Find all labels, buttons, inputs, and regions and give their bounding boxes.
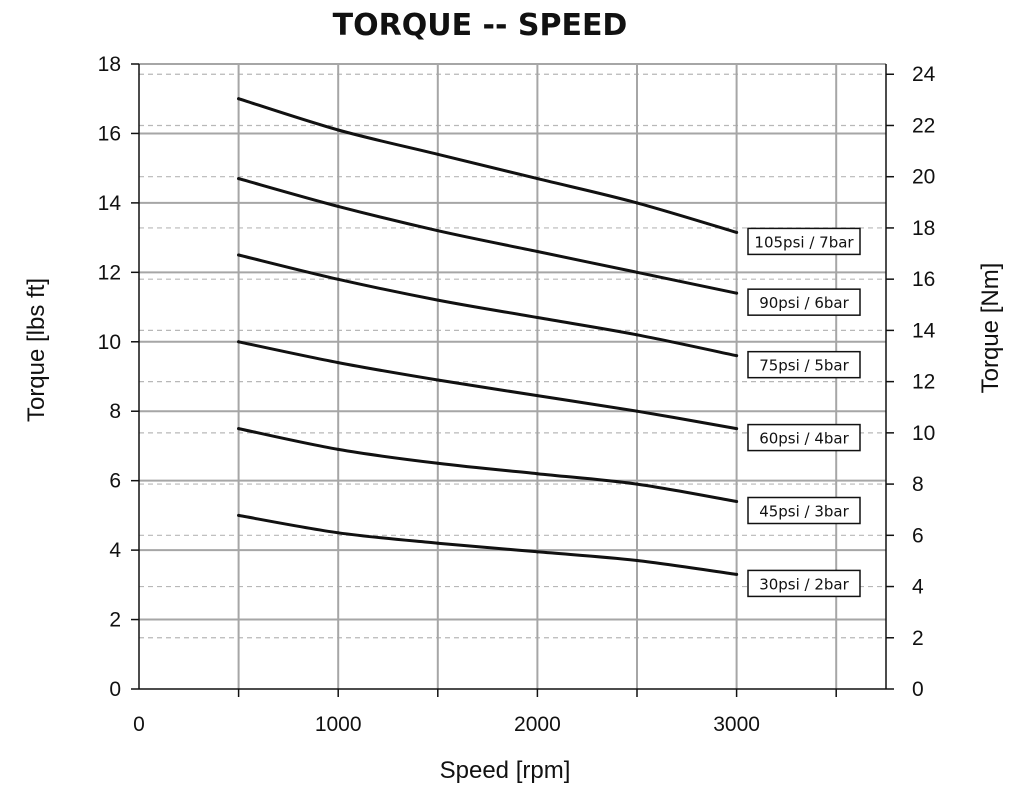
data-point <box>735 230 739 234</box>
series-line <box>237 97 739 234</box>
data-point <box>436 152 440 156</box>
y2-tick-label: 12 <box>912 371 935 394</box>
y-axis-label-right: Torque [Nm] <box>977 263 1004 394</box>
data-point <box>336 128 340 132</box>
series-label: 75psi / 5bar <box>759 357 849 375</box>
series-label: 90psi / 6bar <box>759 294 849 312</box>
y2-tick-label: 4 <box>912 576 924 599</box>
data-point <box>336 531 340 535</box>
data-point <box>336 277 340 281</box>
data-point <box>635 270 639 274</box>
data-point <box>535 250 539 253</box>
series-label-box <box>747 288 861 316</box>
x-axis-label: Speed [rpm] <box>440 757 571 784</box>
y2-tick-label: 10 <box>912 422 935 445</box>
x-tick-label: 2000 <box>514 713 561 736</box>
data-point <box>635 333 639 337</box>
y2-tick-label: 8 <box>912 473 924 496</box>
y-tick-label: 2 <box>109 609 121 632</box>
series-label-box <box>747 350 861 379</box>
data-point <box>535 177 539 181</box>
y-tick-label: 18 <box>98 53 121 76</box>
y2-tick-label: 14 <box>912 319 936 342</box>
series-label-box <box>747 496 861 525</box>
y-tick-label: 14 <box>98 192 122 215</box>
series-label-box <box>747 227 861 256</box>
y2-tick-label: 2 <box>912 627 924 650</box>
series-label-box <box>747 423 861 452</box>
data-point <box>735 291 739 295</box>
x-tick-label: 0 <box>133 713 145 736</box>
series-label-box <box>747 569 861 598</box>
chart-title: TORQUE -- SPEED <box>333 8 628 43</box>
series-label: 45psi / 3bar <box>759 503 849 521</box>
y2-tick-label: 20 <box>912 166 935 189</box>
data-point <box>535 550 539 554</box>
data-point <box>436 541 440 545</box>
data-point <box>336 204 340 208</box>
series-line <box>237 513 739 576</box>
y-tick-label: 6 <box>109 470 121 493</box>
data-point <box>336 447 340 451</box>
data-point <box>336 361 340 365</box>
y-tick-label: 12 <box>98 261 121 284</box>
data-point <box>535 472 539 476</box>
series-line <box>237 340 739 431</box>
data-point <box>436 298 440 302</box>
y-tick-label: 16 <box>98 122 121 145</box>
data-point <box>735 354 739 358</box>
y2-tick-label: 16 <box>912 268 935 291</box>
data-point <box>535 315 539 319</box>
y-tick-label: 8 <box>109 400 121 423</box>
x-tick-label: 1000 <box>315 713 362 736</box>
data-point <box>237 253 241 257</box>
y-tick-label: 10 <box>98 331 121 354</box>
y2-tick-label: 18 <box>912 217 935 240</box>
data-point <box>237 427 241 431</box>
data-point <box>635 482 639 486</box>
data-point <box>735 572 739 576</box>
data-point <box>436 229 440 233</box>
series-line <box>237 177 739 295</box>
series-label: 30psi / 2bar <box>759 575 849 593</box>
data-point <box>735 427 739 431</box>
data-point <box>635 201 639 205</box>
data-point <box>635 409 639 413</box>
y2-tick-label: 22 <box>912 114 935 137</box>
series-label: 105psi / 7bar <box>754 233 854 251</box>
y-tick-label: 4 <box>109 539 121 562</box>
y2-tick-label: 24 <box>912 63 936 86</box>
data-point <box>436 378 440 382</box>
x-tick-label: 3000 <box>713 713 760 736</box>
data-point <box>237 97 241 101</box>
data-point <box>535 394 539 398</box>
y2-tick-label: 6 <box>912 524 924 547</box>
data-point <box>237 177 241 181</box>
y-axis-label-left: Torque [lbs ft] <box>23 278 50 422</box>
data-point <box>436 461 440 465</box>
series-line <box>237 427 739 503</box>
y2-tick-label: 0 <box>912 678 924 701</box>
y-tick-label: 0 <box>109 678 121 701</box>
series-line <box>237 253 739 358</box>
data-point <box>735 500 739 503</box>
data-point <box>237 513 241 517</box>
series-label: 60psi / 4bar <box>759 430 849 448</box>
data-point <box>635 559 639 563</box>
data-point <box>237 340 241 344</box>
